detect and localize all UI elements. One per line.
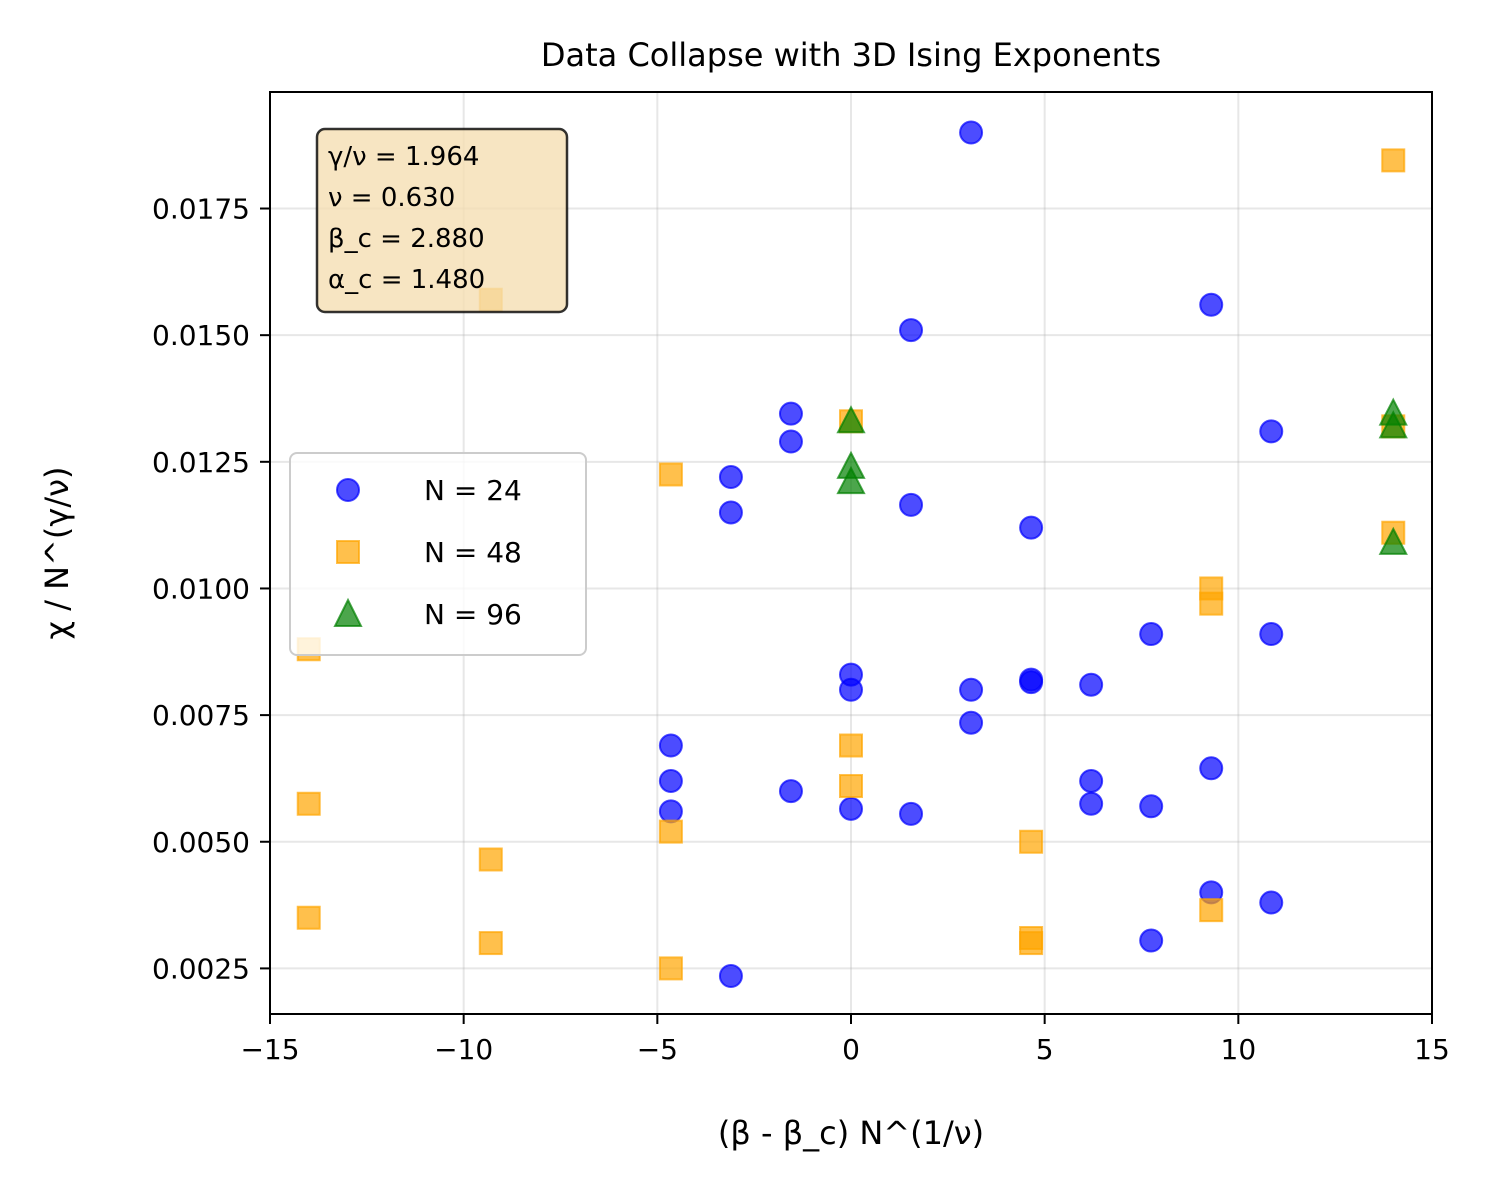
- y-axis-ticks: 0.0025 0.0050 0.0075 0.0100 0.0125 0.0150 0.01…: [152, 193, 270, 985]
- y-tick-label: 0.0100: [152, 572, 250, 605]
- annotation-box: [315, 127, 569, 314]
- legend-box: [289, 452, 587, 656]
- x-tick-label: −5: [637, 1033, 678, 1066]
- point-n24: [1139, 928, 1164, 953]
- legend: N = 24 N = 48 N = 96: [289, 452, 587, 656]
- point-n96: [1378, 410, 1408, 439]
- point-n24: [1139, 794, 1164, 819]
- point-n48: [839, 733, 863, 758]
- x-tick-label: −10: [434, 1033, 493, 1066]
- y-tick-label: 0.0175: [152, 193, 250, 226]
- point-n48: [839, 774, 863, 799]
- point-n24: [778, 401, 803, 426]
- point-n48: [658, 956, 683, 981]
- x-tick-label: 10: [1221, 1033, 1257, 1066]
- point-n48: [1019, 931, 1044, 956]
- point-n24: [899, 318, 924, 343]
- point-n24: [1019, 670, 1044, 695]
- point-n24: [718, 500, 743, 525]
- point-n24: [1079, 672, 1104, 697]
- point-n48: [296, 791, 321, 816]
- point-n24: [718, 465, 743, 490]
- point-n24: [658, 733, 683, 758]
- x-axis-label: (β - β_c) N^(1/ν): [718, 1114, 984, 1152]
- legend-label-n24: N = 24: [424, 474, 522, 507]
- point-n48: [1199, 591, 1224, 616]
- point-n48: [296, 905, 321, 930]
- point-n48: [1019, 829, 1044, 854]
- legend-label-n96: N = 96: [424, 598, 522, 631]
- point-n24: [839, 677, 863, 702]
- point-n48: [658, 819, 683, 844]
- y-tick-label: 0.0125: [152, 446, 250, 479]
- y-tick-label: 0.0150: [152, 319, 250, 352]
- legend-label-n48: N = 48: [424, 536, 522, 569]
- point-n48: [1199, 898, 1224, 923]
- x-tick-label: 0: [842, 1033, 860, 1066]
- point-n24: [1079, 768, 1104, 793]
- point-n24: [899, 492, 924, 517]
- point-n24: [1259, 622, 1284, 647]
- point-n48: [1381, 148, 1406, 173]
- point-n24: [1019, 515, 1044, 540]
- x-tick-label: 15: [1414, 1033, 1450, 1066]
- x-tick-label: −15: [240, 1033, 299, 1066]
- x-tick-label: 5: [1036, 1033, 1054, 1066]
- legend-marker-n48: [336, 540, 360, 564]
- point-n24: [718, 964, 743, 989]
- point-n24: [959, 677, 984, 702]
- point-n96: [1378, 526, 1408, 555]
- annotation-line-gamma-nu: γ/ν = 1.964: [328, 142, 479, 172]
- x-axis-ticks: −15 −10 −5 0 5 10 15: [240, 1014, 1450, 1066]
- point-n24: [959, 120, 984, 145]
- y-tick-label: 0.0025: [152, 952, 250, 985]
- point-n24: [1259, 419, 1284, 444]
- grid: [269, 92, 1433, 1014]
- point-n48: [478, 931, 503, 956]
- point-n96: [836, 465, 866, 495]
- point-n24: [839, 796, 863, 821]
- annotation-line-alpha-c: α_c = 1.480: [328, 265, 485, 295]
- point-n24: [959, 710, 984, 735]
- legend-marker-n96: [333, 597, 363, 627]
- point-n24: [778, 429, 803, 454]
- point-n96: [836, 405, 866, 434]
- chart-title: Data Collapse with 3D Ising Exponents: [541, 36, 1161, 74]
- annotation-line-nu: ν = 0.630: [328, 183, 455, 213]
- annotation-line-beta-c: β_c = 2.880: [328, 224, 485, 254]
- point-n24: [1139, 622, 1164, 647]
- point-n24: [1199, 756, 1224, 781]
- point-n48: [658, 462, 683, 487]
- point-n48: [478, 847, 503, 872]
- y-tick-label: 0.0075: [152, 699, 250, 732]
- point-n24: [658, 799, 683, 824]
- legend-marker-n24: [336, 478, 360, 502]
- point-n24: [899, 801, 924, 826]
- point-n24: [1079, 791, 1104, 816]
- point-n24: [778, 779, 803, 804]
- point-n24: [1199, 292, 1224, 317]
- parameter-annotation: γ/ν = 1.964 ν = 0.630 β_c = 2.880 α_c = …: [315, 127, 569, 314]
- point-n24: [658, 768, 683, 793]
- y-tick-label: 0.0050: [152, 826, 250, 859]
- y-axis-label: χ / N^(γ/ν): [38, 467, 76, 640]
- point-n24: [1259, 890, 1284, 915]
